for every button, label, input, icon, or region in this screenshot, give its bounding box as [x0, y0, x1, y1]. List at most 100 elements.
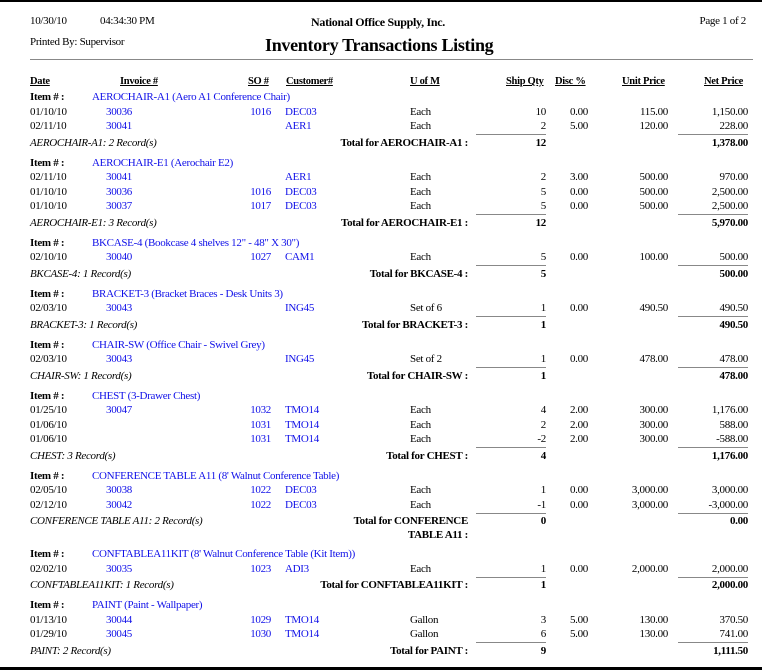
- invoice-link[interactable]: 30044: [106, 613, 133, 626]
- customer-link[interactable]: AER1: [285, 120, 312, 132]
- invoice-link[interactable]: 30042: [106, 498, 133, 511]
- net-price-cell: -3,000.00: [678, 499, 748, 514]
- date-cell: 02/03/10: [30, 302, 67, 314]
- so-link[interactable]: 1016: [250, 105, 271, 118]
- customer-link[interactable]: CAM1: [285, 251, 315, 263]
- customer-link[interactable]: TMO14: [285, 418, 319, 431]
- item-header-row: Item # : CHEST (3-Drawer Chest): [0, 390, 762, 405]
- customer-link[interactable]: AER1: [285, 171, 312, 183]
- item-group: Item # : CHAIR-SW (Office Chair - Swivel …: [0, 339, 762, 385]
- customer-link[interactable]: TMO14: [285, 628, 319, 640]
- so-link[interactable]: 1031: [250, 433, 271, 445]
- so-link[interactable]: 1016: [250, 185, 271, 198]
- invoice-link[interactable]: 30036: [106, 185, 133, 198]
- uofm-cell: Each: [410, 562, 431, 575]
- customer-link[interactable]: DEC03: [285, 185, 317, 198]
- disc-cell: 3.00: [569, 171, 588, 183]
- item-label: Item # :: [30, 236, 65, 249]
- date-cell: 02/11/10: [30, 171, 67, 183]
- unit-price-cell: 120.00: [639, 120, 669, 132]
- uofm-cell: Each: [410, 171, 431, 183]
- invoice-link[interactable]: 30045: [106, 628, 133, 640]
- ship-qty-cell: 1: [476, 353, 546, 368]
- customer-link[interactable]: DEC03: [285, 484, 317, 496]
- invoice-link[interactable]: 30040: [106, 251, 133, 263]
- date-cell: 02/03/10: [30, 353, 67, 365]
- so-link[interactable]: 1029: [250, 613, 271, 626]
- top-border: [0, 0, 762, 2]
- item-group: Item # : CONFERENCE TABLE A11 (8' Walnut …: [0, 470, 762, 544]
- customer-link[interactable]: DEC03: [285, 498, 317, 511]
- invoice-link[interactable]: 30043: [106, 302, 133, 314]
- invoice-link[interactable]: 30038: [106, 484, 133, 496]
- invoice-link[interactable]: 30041: [106, 171, 133, 183]
- customer-link[interactable]: ING45: [285, 302, 315, 314]
- total-row: CONFTABLEA11KIT: 1 Record(s) Total for CO…: [0, 577, 762, 594]
- invoice-link[interactable]: 30041: [106, 120, 133, 132]
- item-label: Item # :: [30, 287, 65, 300]
- disc-cell: 0.00: [569, 302, 588, 314]
- item-link[interactable]: PAINT (Paint - Wallpaper): [92, 599, 203, 611]
- customer-link[interactable]: ADI3: [285, 562, 309, 575]
- item-link[interactable]: BRACKET-3 (Bracket Braces - Desk Units 3…: [92, 287, 283, 300]
- table-row: 02/03/10 30043 ING45 Set of 2 1 0.00 478.00 478…: [0, 353, 762, 368]
- total-label: Total for CONFERENCE TABLE A11 :: [353, 515, 469, 541]
- unit-price-cell: 490.50: [639, 302, 669, 314]
- so-link[interactable]: 1022: [250, 484, 271, 496]
- invoice-link[interactable]: 30047: [106, 404, 133, 416]
- so-link[interactable]: 1032: [250, 404, 271, 416]
- customer-link[interactable]: DEC03: [285, 200, 317, 212]
- ship-qty-cell: 1: [476, 302, 546, 317]
- item-link[interactable]: AEROCHAIR-E1 (Aerochair E2): [92, 156, 233, 169]
- so-link[interactable]: 1030: [250, 628, 271, 640]
- invoice-link[interactable]: 30043: [106, 353, 133, 365]
- so-link[interactable]: 1023: [250, 562, 271, 575]
- record-count-summary: CHAIR-SW: 1 Record(s): [30, 369, 132, 382]
- uofm-cell: Each: [410, 433, 431, 445]
- record-count-summary: BKCASE-4: 1 Record(s): [30, 267, 131, 280]
- date-cell: 01/29/10: [30, 628, 67, 640]
- report-date: 10/30/10: [30, 15, 67, 27]
- unit-price-cell: 500.00: [639, 185, 669, 198]
- net-price-cell: 3,000.00: [711, 484, 748, 496]
- disc-cell: 0.00: [569, 200, 588, 212]
- date-cell: 01/13/10: [30, 613, 67, 626]
- so-link[interactable]: 1027: [250, 251, 271, 263]
- item-group: Item # : PAINT (Paint - Wallpaper) 01/13/1…: [0, 599, 762, 660]
- so-link[interactable]: 1022: [250, 498, 271, 511]
- so-link[interactable]: 1017: [250, 200, 271, 212]
- table-row: 01/25/10 30047 1032 TMO14 Each 4 2.00 300.00 1,1…: [0, 404, 762, 419]
- page-indicator: Page 1 of 2: [699, 15, 747, 27]
- invoice-link[interactable]: 30037: [106, 200, 133, 212]
- total-row: AEROCHAIR-A1: 2 Record(s) Total for AEROC…: [0, 135, 762, 152]
- table-row: 01/10/10 30037 1017 DEC03 Each 5 0.00 500.00 2,5…: [0, 200, 762, 215]
- item-link[interactable]: BKCASE-4 (Bookcase 4 shelves 12" - 48" X…: [92, 236, 300, 249]
- item-link[interactable]: CHAIR-SW (Office Chair - Swivel Grey): [92, 338, 265, 351]
- total-label: Total for BRACKET-3 :: [361, 318, 468, 331]
- item-link[interactable]: CHEST (3-Drawer Chest): [92, 389, 201, 402]
- customer-link[interactable]: TMO14: [285, 404, 319, 416]
- col-unit-price: Unit Price: [622, 76, 665, 87]
- customer-link[interactable]: ING45: [285, 353, 315, 365]
- item-link[interactable]: CONFTABLEA11KIT (8' Walnut Conference Ta…: [92, 548, 355, 560]
- customer-link[interactable]: DEC03: [285, 105, 317, 118]
- item-link[interactable]: CONFERENCE TABLE A11 (8' Walnut Conferen…: [92, 469, 340, 482]
- invoice-link[interactable]: 30035: [106, 562, 133, 575]
- invoice-link[interactable]: 30036: [106, 105, 133, 118]
- item-link[interactable]: AEROCHAIR-A1 (Aero A1 Conference Chair): [92, 91, 290, 103]
- total-label: Total for CONFTABLEA11KIT :: [320, 579, 468, 591]
- customer-link[interactable]: TMO14: [285, 613, 319, 626]
- date-cell: 02/10/10: [30, 251, 67, 263]
- total-qty: 9: [540, 644, 547, 657]
- customer-link[interactable]: TMO14: [285, 433, 319, 445]
- disc-cell: 5.00: [569, 613, 588, 626]
- record-count-summary: AEROCHAIR-A1: 2 Record(s): [30, 136, 157, 149]
- printed-by: Printed By: Supervisor: [30, 36, 125, 48]
- unit-price-cell: 3,000.00: [631, 484, 668, 496]
- so-link[interactable]: 1031: [250, 418, 271, 431]
- total-qty: 12: [535, 136, 547, 149]
- item-label: Item # :: [30, 548, 65, 560]
- item-header-row: Item # : AEROCHAIR-A1 (Aero A1 Conference…: [0, 91, 762, 106]
- uofm-cell: Set of 2: [410, 353, 442, 365]
- total-label: Total for PAINT :: [390, 644, 468, 657]
